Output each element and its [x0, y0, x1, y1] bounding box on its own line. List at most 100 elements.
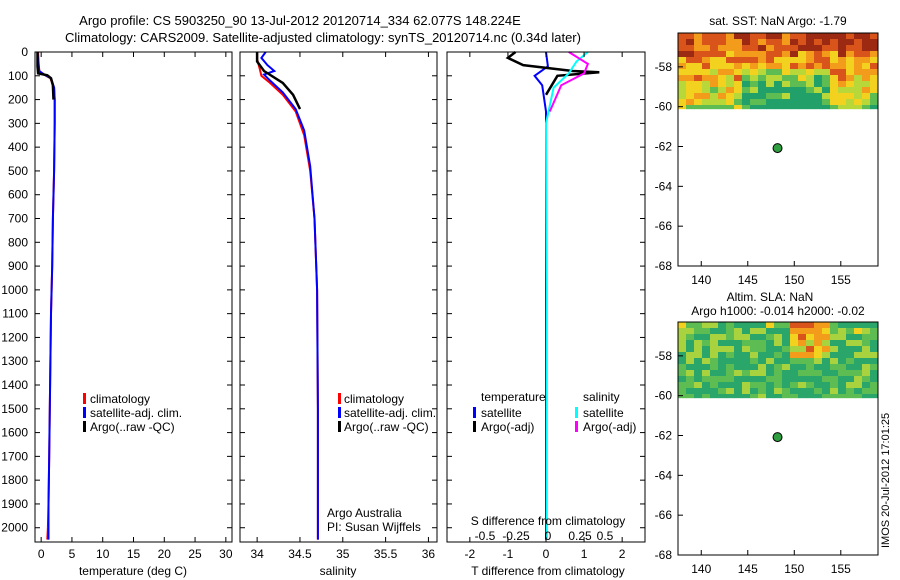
- temperature-xlabel: temperature (deg C): [79, 564, 187, 578]
- field-cell: [766, 334, 775, 341]
- field-cell: [718, 382, 727, 389]
- field-cell: [750, 352, 759, 359]
- field-cell: [870, 382, 879, 389]
- field-cell: [814, 105, 823, 110]
- field-cell: [838, 45, 847, 52]
- field-cell: [742, 63, 751, 70]
- field-cell: [790, 81, 799, 88]
- field-cell: [686, 376, 695, 383]
- field-cell: [686, 358, 695, 365]
- field-cell: [814, 33, 823, 40]
- difference-x-axis: -2 -1 0 1 2: [465, 52, 626, 561]
- field-cell: [726, 334, 735, 341]
- field-cell: [830, 334, 839, 341]
- series-line: [544, 51, 589, 540]
- field-cell: [774, 376, 783, 383]
- field-cell: [790, 340, 799, 347]
- field-cell: [702, 81, 711, 88]
- field-cell: [838, 69, 847, 76]
- field-cell: [694, 388, 703, 395]
- depth-tick-label: 100: [8, 69, 28, 83]
- series-line: [36, 51, 56, 540]
- field-cell: [830, 51, 839, 58]
- field-cell: [814, 388, 823, 395]
- depth-tick-label: 1100: [2, 307, 28, 321]
- field-cell: [750, 45, 759, 52]
- legend-swatch-t-sat: [473, 407, 476, 418]
- field-cell: [870, 358, 879, 365]
- field-cell: [702, 105, 711, 110]
- field-cell: [766, 63, 775, 70]
- field-cell: [846, 382, 855, 389]
- field-cell: [694, 69, 703, 76]
- field-cell: [686, 394, 695, 399]
- field-cell: [678, 382, 687, 389]
- field-cell: [726, 81, 735, 88]
- field-cell: [870, 57, 879, 64]
- difference-legend: temperature salinity satellite Argo(-adj…: [473, 389, 636, 434]
- field-cell: [822, 63, 831, 70]
- field-cell: [694, 33, 703, 40]
- field-cell: [798, 346, 807, 353]
- sst-map-title: sat. SST: NaN Argo: -1.79: [709, 14, 847, 28]
- field-cell: [806, 352, 815, 359]
- field-cell: [798, 352, 807, 359]
- field-cell: [710, 105, 719, 110]
- field-cell: [694, 45, 703, 52]
- field-cell: [742, 105, 751, 110]
- field-cell: [774, 93, 783, 100]
- field-cell: [862, 99, 871, 106]
- field-cell: [814, 69, 823, 76]
- field-cell: [846, 352, 855, 359]
- field-cell: [870, 394, 879, 399]
- legend-swatch-t-argo: [473, 421, 476, 432]
- x-tick-label: 10: [96, 547, 110, 561]
- field-cell: [814, 81, 823, 88]
- field-cell: [790, 39, 799, 46]
- field-cell: [750, 81, 759, 88]
- field-cell: [862, 394, 871, 399]
- field-cell: [790, 364, 799, 371]
- field-cell: [758, 370, 767, 377]
- field-cell: [854, 39, 863, 46]
- field-cell: [750, 105, 759, 110]
- field-cell: [742, 358, 751, 365]
- field-cell: [774, 388, 783, 395]
- field-cell: [830, 394, 839, 399]
- field-cell: [846, 328, 855, 335]
- field-cell: [758, 388, 767, 395]
- field-cell: [678, 340, 687, 347]
- sst-map-frame: [677, 32, 879, 267]
- field-cell: [766, 81, 775, 88]
- field-cell: [798, 93, 807, 100]
- field-cell: [694, 99, 703, 106]
- field-cell: [766, 322, 775, 329]
- legend-title-temperature: temperature: [481, 390, 546, 404]
- depth-tick-label: 900: [8, 259, 28, 273]
- field-cell: [734, 382, 743, 389]
- field-cell: [718, 69, 727, 76]
- field-cell: [750, 358, 759, 365]
- field-cell: [710, 340, 719, 347]
- field-cell: [774, 394, 783, 399]
- field-cell: [678, 328, 687, 335]
- sla-map-title2: Argo h1000: -0.014 h2000: -0.02: [691, 304, 865, 318]
- legend-swatch-clim: [338, 393, 341, 404]
- field-cell: [830, 388, 839, 395]
- field-cell: [846, 322, 855, 329]
- field-cell: [718, 322, 727, 329]
- field-cell: [702, 334, 711, 341]
- field-cell: [718, 57, 727, 64]
- field-cell: [742, 81, 751, 88]
- field-cell: [766, 93, 775, 100]
- field-cell: [734, 352, 743, 359]
- field-cell: [830, 322, 839, 329]
- field-cell: [702, 382, 711, 389]
- field-cell: [798, 45, 807, 52]
- field-cell: [734, 75, 743, 82]
- field-cell: [814, 358, 823, 365]
- field-cell: [734, 394, 743, 399]
- field-cell: [854, 370, 863, 377]
- field-cell: [782, 81, 791, 88]
- lon-tick-label: 150: [784, 562, 804, 576]
